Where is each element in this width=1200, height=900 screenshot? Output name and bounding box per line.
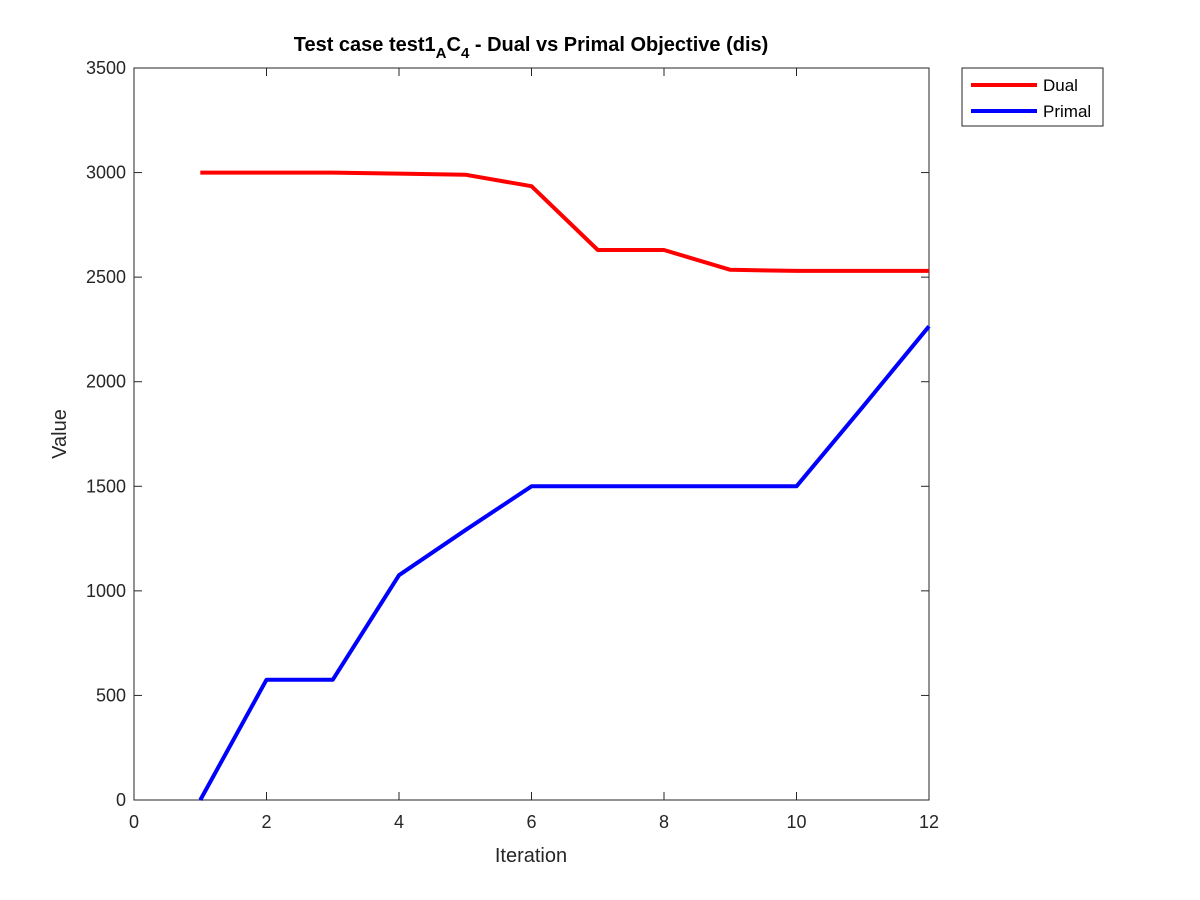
x-tick-label: 10 bbox=[786, 812, 806, 832]
series-layer bbox=[198, 170, 931, 801]
x-tick-label: 2 bbox=[261, 812, 271, 832]
x-axis-label: Iteration bbox=[495, 845, 567, 867]
x-tick-label: 8 bbox=[659, 812, 669, 832]
series-line-dual bbox=[200, 170, 929, 273]
x-tick-label: 6 bbox=[526, 812, 536, 832]
title-subscript-1: A bbox=[436, 45, 447, 62]
title-subscript-2: 4 bbox=[461, 45, 470, 62]
title-part-3: - Dual vs Primal Objective (dis) bbox=[469, 34, 768, 56]
legend-label-primal: Primal bbox=[1043, 102, 1091, 121]
y-tick-label: 2500 bbox=[86, 267, 126, 287]
y-tick-label: 500 bbox=[96, 685, 126, 705]
legend-label-dual: Dual bbox=[1043, 76, 1078, 95]
legend: Dual Primal bbox=[961, 67, 1104, 127]
x-tick-label: 12 bbox=[919, 812, 939, 832]
series-line-primal bbox=[198, 325, 931, 801]
ticks-layer: 0 2 4 6 8 10 12 0 500 1000 1500 2000 2500 3000 3500 bbox=[86, 58, 939, 832]
chart-title: Test case test1AC4 - Dual vs Primal Obje… bbox=[294, 34, 769, 62]
y-tick-label: 1000 bbox=[86, 581, 126, 601]
legend-box bbox=[961, 67, 1104, 127]
y-tick-label: 1500 bbox=[86, 476, 126, 496]
plot-area bbox=[133, 67, 930, 801]
title-part-1: Test case test1 bbox=[294, 34, 436, 56]
y-axis-label: Value bbox=[49, 409, 71, 459]
y-tick-label: 3000 bbox=[86, 163, 126, 183]
title-part-2: C bbox=[447, 34, 461, 56]
y-tick-label: 2000 bbox=[86, 372, 126, 392]
x-tick-label: 4 bbox=[394, 812, 404, 832]
y-tick-label: 3500 bbox=[86, 58, 126, 78]
y-tick-label: 0 bbox=[116, 790, 126, 810]
x-tick-label: 0 bbox=[129, 812, 139, 832]
